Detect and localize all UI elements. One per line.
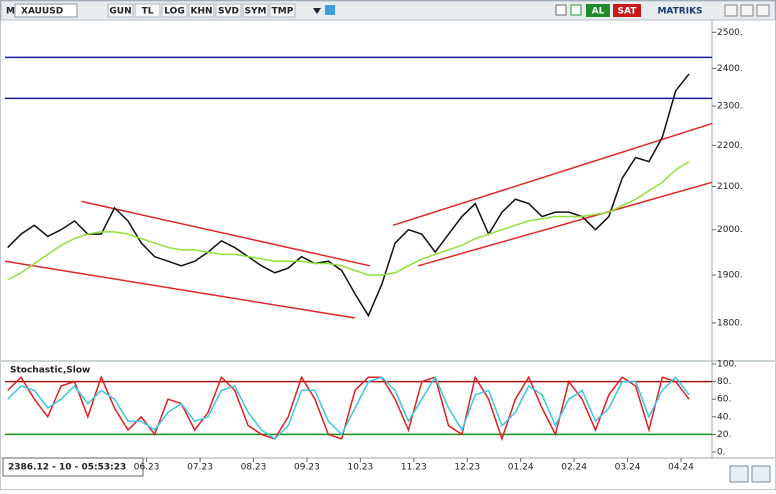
refresh-icon[interactable] [570,4,582,16]
symbol[interactable]: XAUUSD [21,7,63,17]
minimize-button[interactable] [724,4,738,17]
toolbar-button[interactable]: SYM [245,7,267,17]
x-tick-label: 02.24 [561,463,587,473]
toolbar-button-bg[interactable] [242,3,269,18]
series-line [7,375,690,440]
sell-button-bg[interactable] [613,4,641,17]
y-tick-label: 100. [717,360,737,370]
y-tick-label: 20. [717,430,731,440]
status-text: 2386.12 - 10 - 05:53:23 [8,463,126,473]
close-button[interactable] [756,4,770,17]
x-tick-label: 08.23 [241,463,267,473]
maximize-button[interactable] [740,4,754,17]
x-tick-label: 09.23 [294,463,320,473]
toolbar-button[interactable]: TL [142,7,154,17]
y-tick-label: 2500. [717,28,743,38]
y-tick-label: 2100. [717,182,743,192]
toolbar-button[interactable]: KHN [190,7,212,17]
y-tick-label: 2200. [717,141,743,151]
toolbar-button[interactable]: LOG [164,7,184,17]
trend-line [4,260,356,319]
toolbar-button-bg[interactable] [269,3,296,18]
refresh-chart-button[interactable] [729,465,749,483]
x-tick-label: 10.23 [347,463,373,473]
settings-button[interactable] [751,465,771,483]
trend-line [81,200,371,267]
buy-button[interactable]: AL [592,7,605,17]
x-tick-label: 03.24 [615,463,641,473]
y-tick-label: 80. [717,377,731,387]
x-tick-label: 04.24 [668,463,694,473]
toolbar-button[interactable]: SVD [218,7,239,17]
y-tick-label: 2400. [717,64,743,74]
toolbar-button[interactable]: GUN [109,7,131,17]
series-line [7,73,690,318]
toolbar-button-bg[interactable] [161,3,188,18]
y-tick-label: 60. [717,395,731,405]
toolbar-button-bg[interactable] [134,3,161,18]
share-icon[interactable] [325,5,335,15]
menu-button[interactable]: M [6,7,15,17]
symbol-box[interactable] [14,3,78,18]
y-tick-label: 1800. [717,318,743,328]
trend-line [417,181,713,267]
brand: MATRIKS [657,7,702,17]
x-tick-label: 06.23 [134,463,160,473]
series-line [7,160,690,281]
x-tick-label: 11.23 [401,463,427,473]
toolbar-button[interactable]: TMP [272,7,294,17]
indicator-title: Stochastic,Slow [10,366,90,376]
buy-button-bg[interactable] [586,4,610,17]
y-tick-label: 0. [717,448,726,458]
trend-line [392,122,713,227]
edit-icon[interactable] [555,4,567,16]
dropdown-arrow[interactable] [313,8,321,14]
y-tick-label: 40. [717,412,731,422]
x-tick-label: 12.23 [454,463,480,473]
y-tick-label: 1900. [717,271,743,281]
series-line [7,375,690,442]
toolbar-button-bg[interactable] [215,3,242,18]
y-tick-label: 2000. [717,225,743,235]
toolbar-button-bg[interactable] [107,3,134,18]
x-tick-label: 01.24 [508,463,534,473]
sell-button[interactable]: SAT [618,7,638,17]
toolbar-button-bg[interactable] [188,3,215,18]
y-tick-label: 2300. [717,102,743,112]
toolbar: M XAUUSD GUN TL LOG KHN SVD SYM TMP AL SAT MAT… [0,0,776,21]
status-box [2,457,144,477]
x-tick-label: 07.23 [187,463,213,473]
